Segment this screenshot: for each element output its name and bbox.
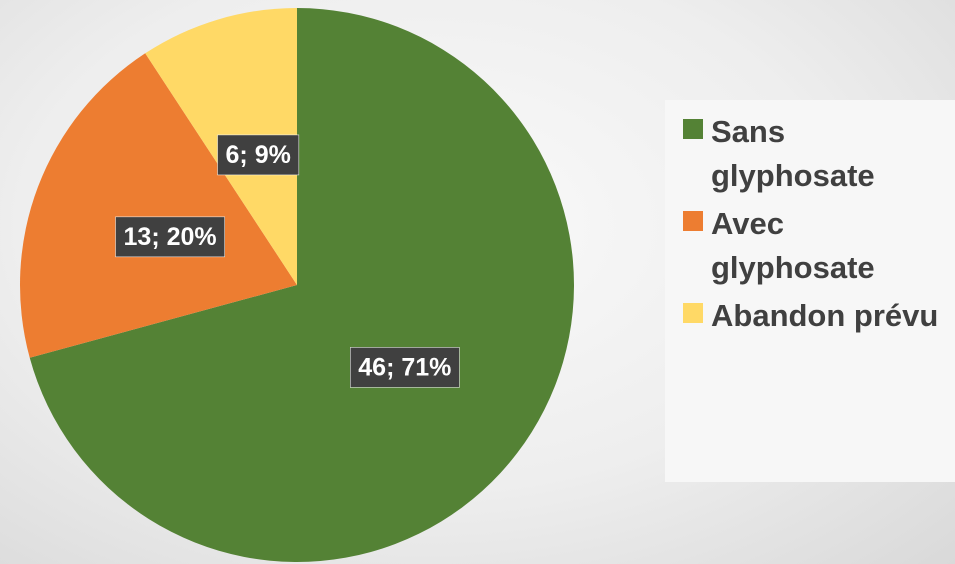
data-label: 46; 71% [358, 353, 451, 381]
data-label: 6; 9% [226, 141, 291, 169]
legend-swatch [683, 119, 703, 139]
legend-item: Abandon prévu [683, 294, 955, 338]
legend-item: Sans glyphosate [683, 110, 955, 198]
legend-label: Abandon prévu [711, 298, 939, 333]
legend: Sans glyphosate Avec glyphosate Abandon pr… [665, 100, 955, 482]
legend-item: Avec glyphosate [683, 202, 955, 290]
data-label-box [115, 216, 225, 258]
pie-slice [29, 8, 574, 563]
data-label-box [217, 134, 300, 176]
data-label: 13; 20% [124, 223, 217, 251]
legend-swatch [683, 211, 703, 231]
legend-label: Avec glyphosate [711, 206, 875, 285]
legend-label: Sans glyphosate [711, 114, 875, 193]
legend-swatch [683, 303, 703, 323]
pie-slice [19, 53, 297, 358]
data-label-box [350, 347, 460, 388]
